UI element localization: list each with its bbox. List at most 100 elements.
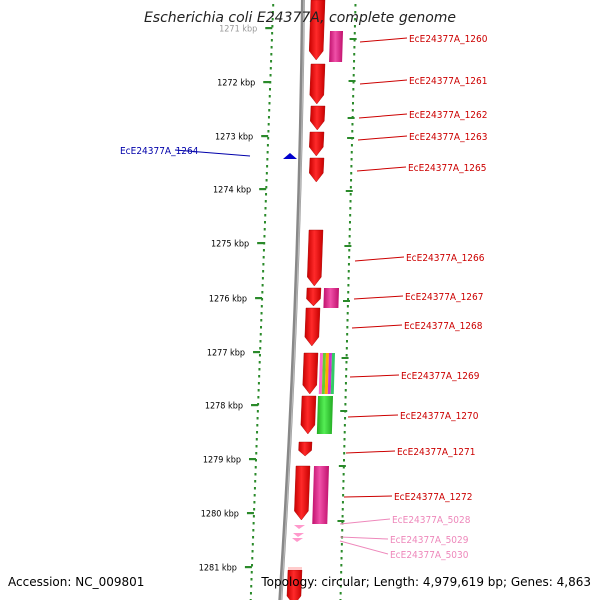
inner-dot (353, 46, 356, 49)
scale-tick-label: 1272 kbp (217, 79, 255, 89)
inner-dot (349, 214, 352, 217)
feature-stripe (327, 353, 332, 394)
scale-tick-label: 1271 kbp (219, 25, 257, 35)
inner-dot (343, 424, 346, 427)
scale-dot (251, 564, 254, 567)
feature-arrow (310, 105, 326, 131)
scale-tick (257, 242, 265, 245)
inner-dot (343, 431, 346, 434)
feature-arrow (302, 352, 319, 395)
scale-tick (246, 512, 254, 515)
scale-dot (263, 242, 266, 245)
scale-dot (257, 396, 260, 399)
scale-tick-label: 1274 kbp (213, 186, 251, 196)
gene-leader-line (359, 37, 408, 43)
feature-box (329, 31, 343, 62)
inner-dot (342, 459, 345, 462)
inner-dot (346, 312, 349, 315)
feature-box (312, 466, 329, 524)
scale-dot (261, 291, 264, 294)
scale-dot (262, 249, 265, 252)
scale-dot (262, 263, 265, 266)
scale-dot (271, 25, 274, 28)
inner-dot (342, 473, 345, 476)
feature-arrow (298, 441, 313, 457)
scale-dot (256, 417, 259, 420)
inner-dot (343, 445, 346, 448)
scale-dot (252, 536, 255, 539)
gene-leader-line (354, 256, 405, 262)
inner-dot (344, 389, 347, 392)
inner-tick (348, 80, 356, 82)
gene-label: EcE24377A_1263 (409, 132, 487, 143)
inner-dot (347, 277, 350, 280)
scale-dot (261, 298, 264, 301)
scale-dot (259, 340, 262, 343)
inner-dot (347, 291, 350, 294)
inner-dot (341, 501, 344, 504)
scale-dot (266, 144, 269, 147)
inner-dot (350, 151, 353, 154)
scale-dot (251, 543, 254, 546)
gene-leader-line (349, 374, 400, 378)
scale-tick (253, 351, 261, 354)
inner-dot (340, 564, 343, 567)
inner-dot (340, 550, 343, 553)
gene-label: EcE24377A_1261 (409, 76, 487, 87)
inner-tick (347, 137, 355, 139)
inner-dot (345, 361, 348, 364)
inner-dot (353, 32, 356, 35)
feature-arrow (309, 157, 325, 183)
scale-dot (266, 165, 269, 168)
scale-dot (255, 452, 258, 455)
scale-dot (260, 305, 263, 308)
gene-labels: EcE24377A_1260 EcE24377A_1261 EcE24377A_12… (120, 34, 488, 561)
scale-tick (251, 404, 259, 407)
feature-arrow (300, 395, 317, 435)
gene-label: EcE24377A_1266 (406, 253, 485, 264)
scale-dot (270, 60, 273, 63)
scale-dot (268, 95, 271, 98)
genome-title: Escherichia coli E24377A, complete genom… (143, 10, 457, 26)
scale-dot (263, 221, 266, 224)
scale-tick (265, 27, 273, 30)
inner-dot (342, 480, 345, 483)
gene-label: EcE24377A_1265 (408, 163, 486, 174)
scale-dot (265, 193, 268, 196)
scale-dot (265, 172, 268, 175)
inner-dot (340, 571, 343, 574)
inner-dot (349, 193, 352, 196)
scale-dot (256, 431, 259, 434)
scale-tick (259, 188, 267, 191)
inner-dot (351, 130, 354, 133)
inner-dot (353, 25, 356, 28)
scale-dot (267, 123, 270, 126)
scale-dot (253, 508, 256, 511)
scale-dot (261, 284, 264, 287)
scale-dot (260, 312, 263, 315)
scale-dot (251, 557, 254, 560)
feature-small-arrow (294, 525, 305, 529)
gene-label: EcE24377A_1269 (401, 371, 480, 382)
inner-tick (349, 38, 357, 40)
gene-label: EcE24377A_5029 (390, 535, 469, 546)
inner-dot (348, 221, 351, 224)
feature-box (316, 396, 333, 434)
inner-dot (350, 144, 353, 147)
scale-tick-label: 1273 kbp (215, 133, 253, 143)
scale-tick-label: 1276 kbp (209, 295, 247, 305)
feature-stripe (330, 353, 335, 394)
gene-label: EcE24377A_1270 (400, 411, 479, 422)
scale-dot (262, 256, 265, 259)
scale-dot (254, 466, 257, 469)
inner-dot (353, 53, 356, 56)
gene-leader-line (359, 79, 408, 85)
scale-dot (255, 438, 258, 441)
scale-dot (269, 67, 272, 70)
scale-dot (270, 53, 273, 56)
inner-dot (344, 417, 347, 420)
gene-label: EcE24377A_1260 (409, 34, 488, 45)
inner-dot (347, 298, 350, 301)
inner-dot (349, 207, 352, 210)
scale-dot (264, 200, 267, 203)
